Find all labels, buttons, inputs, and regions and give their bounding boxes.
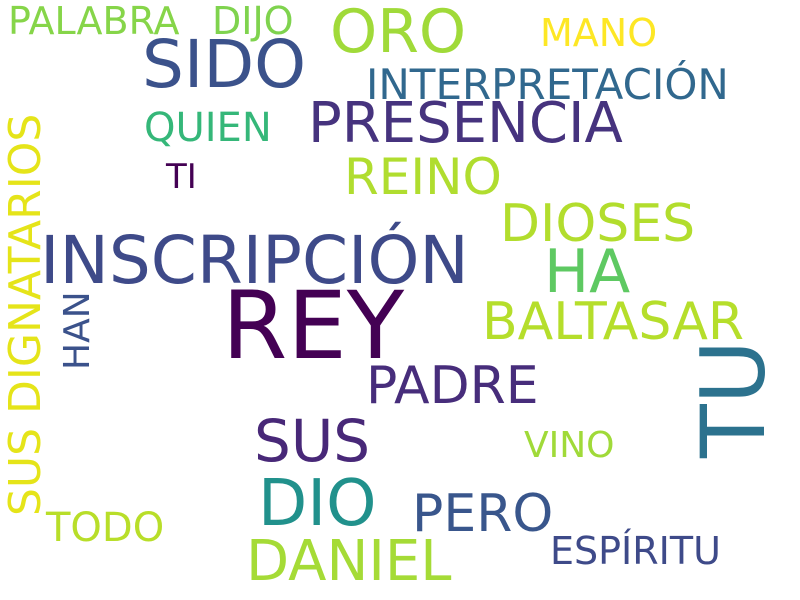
word-todo: TODO [46,505,165,551]
word-ha: HA [544,237,631,307]
word-sus-dignatarios: SUS DIGNATARIOS [0,113,51,516]
word-oro: ORO [330,0,467,67]
word-tu: TU [682,339,785,458]
word-dioses: DIOSES [500,194,696,254]
word-rey: REY [222,272,405,381]
word-reino: REINO [344,148,502,206]
word-mano: MANO [540,11,658,55]
word-quien: QUIEN [144,105,272,151]
word-palabra: PALABRA [8,0,180,43]
word-inscripcion: INSCRIPCIÓN [40,222,469,299]
word-espiritu: ESPÍRITU [550,529,721,573]
word-han: HAN [57,291,98,370]
word-sus: SUS [254,407,371,475]
word-daniel: DANIEL [246,529,452,594]
word-pero: PERO [412,484,554,544]
word-presencia: PRESENCIA [308,91,623,156]
word-dio: DIO [258,467,377,541]
word-sido: SIDO [142,26,307,103]
word-baltasar: BALTASAR [482,292,745,352]
word-padre: PADRE [366,356,539,416]
word-ti: TI [166,157,197,197]
word-vino: VINO [524,425,615,466]
word-interpretacion: INTERPRETACIÓN [366,60,729,109]
word-dijo: DIJO [212,0,294,43]
